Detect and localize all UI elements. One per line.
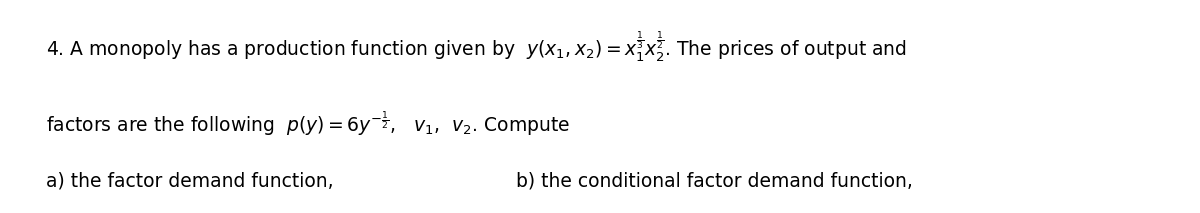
Text: 4. A monopoly has a production function given by  $y(x_1, x_2) = x_1^{\frac{1}{3: 4. A monopoly has a production function … — [46, 30, 906, 64]
Text: b) the conditional factor demand function,: b) the conditional factor demand functio… — [516, 171, 913, 191]
Text: factors are the following  $p(y) = 6y^{-\frac{1}{2}}$,   $v_1$,  $v_2$. Compute: factors are the following $p(y) = 6y^{-\… — [46, 109, 570, 138]
Text: a) the factor demand function,: a) the factor demand function, — [46, 171, 334, 191]
